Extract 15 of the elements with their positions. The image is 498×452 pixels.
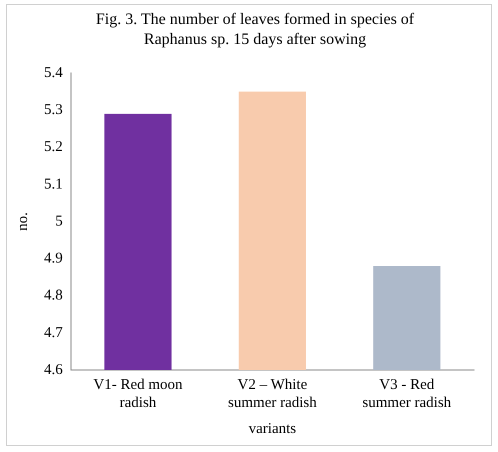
chart-title: Fig. 3. The number of leaves formed in species of Raphanus sp. 15 days after sowing <box>94 10 416 50</box>
y-tick-label: 4.6 <box>44 362 64 378</box>
x-tick-label: V1- Red moon radish <box>93 376 184 411</box>
x-tick-label: V2 – White summer radish <box>228 376 318 411</box>
y-axis-title: no. <box>14 212 31 231</box>
x-tick-label: V3 - Red summer radish <box>362 376 452 411</box>
y-tick-label: 4.9 <box>44 250 63 267</box>
x-axis-title: variants <box>248 420 296 437</box>
y-tick-label: 4.7 <box>44 324 64 341</box>
y-tick-label: 5.1 <box>44 176 63 192</box>
y-tick-label: 4.8 <box>44 288 63 304</box>
y-tick-label: 5.2 <box>44 139 63 156</box>
y-tick-label: 5.4 <box>44 64 64 81</box>
y-tick-label: 5 <box>55 213 63 230</box>
y-tick-label: 5.3 <box>44 102 63 118</box>
